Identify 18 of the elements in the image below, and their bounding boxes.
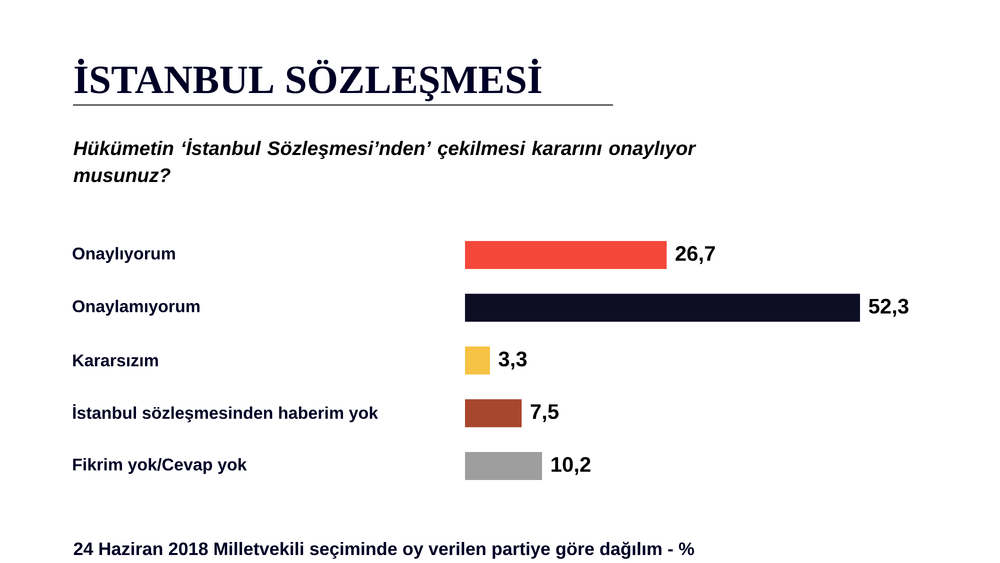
y-tick-label: Kararsızım bbox=[73, 354, 158, 366]
data-label: 3,3 bbox=[498, 352, 527, 370]
bar bbox=[465, 452, 542, 480]
bar bbox=[465, 294, 860, 322]
bar bbox=[465, 346, 490, 374]
data-label: 26,7 bbox=[676, 246, 715, 264]
bar bbox=[465, 399, 522, 428]
y-tick-label: Fikrim yok/Cevap yok bbox=[73, 458, 247, 474]
chart-subtitle: Hükümetin ‘İstanbul Sözleşmesi’nden’ çekilmesi kararını onaylıyor musunuz? bbox=[74, 138, 696, 182]
data-label: 10,2 bbox=[552, 457, 590, 475]
y-tick-label: Onaylıyorum bbox=[72, 247, 175, 263]
y-tick-label: Onaylamıyorum bbox=[72, 300, 200, 316]
data-label: 7,5 bbox=[530, 404, 559, 422]
y-tick-label: İstanbul sözleşmesinden haberim yok bbox=[73, 404, 378, 422]
text: 24 Haziran 2018 Milletvekili seçiminde oy verilen partiye göre dağılım - % bbox=[74, 542, 694, 559]
data-label: 52,3 bbox=[868, 298, 908, 317]
chart-title: İSTANBUL SÖZLEŞMESİ bbox=[74, 58, 542, 102]
bar bbox=[465, 241, 667, 269]
